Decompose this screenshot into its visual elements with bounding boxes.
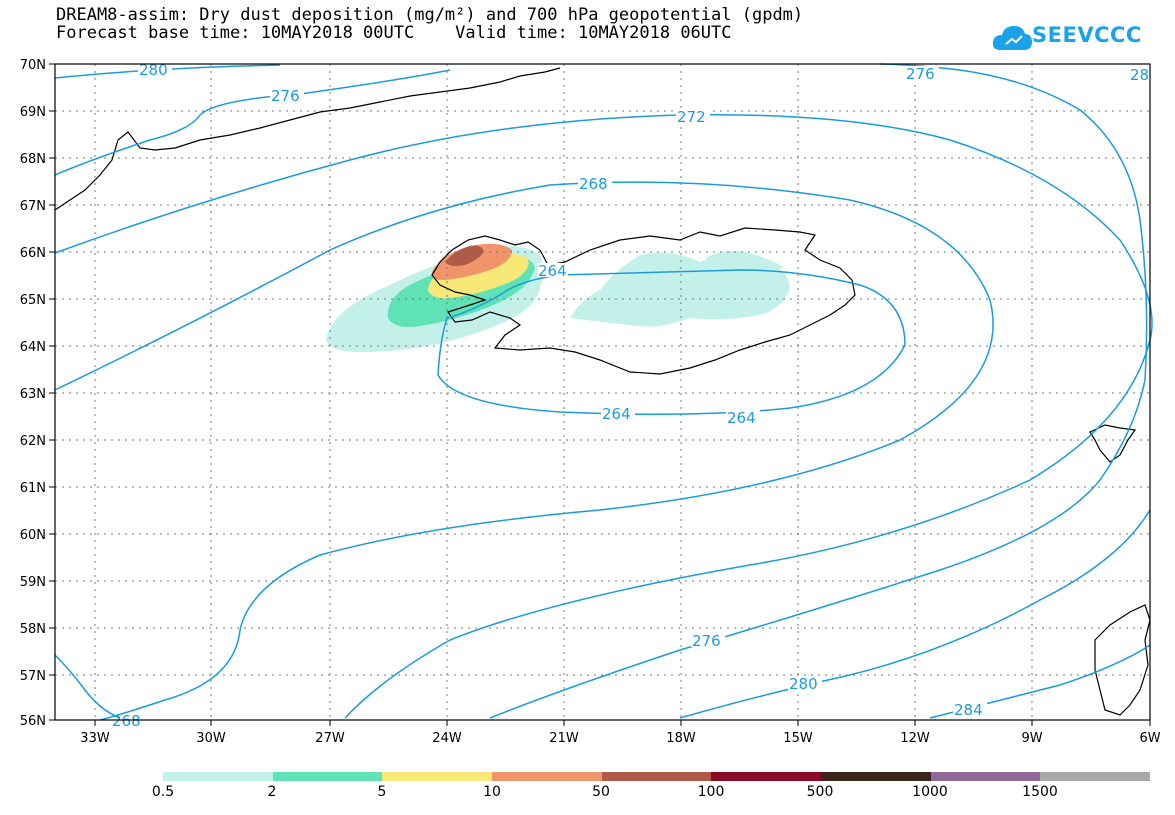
- legend-swatch: [382, 772, 493, 781]
- contour-276-north: [54, 69, 451, 176]
- contour-268: [54, 181, 994, 721]
- ticks: [49, 63, 1151, 726]
- legend-label: 10: [483, 784, 501, 800]
- dust-area-north: [705, 250, 785, 269]
- lat-label: 60N: [20, 528, 46, 543]
- iceland-coast: [431, 227, 856, 375]
- lon-label: 9W: [1021, 731, 1042, 746]
- lat-label: 63N: [20, 387, 46, 402]
- legend-label: 1500: [1022, 784, 1058, 800]
- scotland-coast: [1094, 604, 1151, 716]
- dust-area-east: [570, 252, 790, 327]
- legend-swatch: [163, 772, 273, 781]
- legend-label: 0.5: [151, 784, 175, 800]
- geopotential-contours: [54, 63, 1153, 721]
- lon-label: 27W: [315, 731, 345, 746]
- contour-label: 268: [579, 175, 608, 193]
- graticule: [55, 64, 1150, 720]
- contour-label: 264: [602, 405, 631, 423]
- legend-swatch: [821, 772, 931, 781]
- color-legend: [163, 772, 1151, 781]
- legend-swatch: [711, 772, 822, 781]
- contour-label: 280: [789, 675, 818, 693]
- legend-label: 100: [697, 784, 725, 800]
- lon-label: 30W: [196, 731, 226, 746]
- lat-label: 68N: [20, 152, 46, 167]
- lon-label: 6W: [1139, 731, 1160, 746]
- lon-label: 12W: [900, 731, 930, 746]
- dust-area-max: [445, 245, 484, 266]
- dust-shading: [326, 243, 790, 352]
- legend-swatch: [930, 772, 1041, 781]
- longitude-labels: 33W 30W 27W 24W 21W 18W 15W 12W 9W 6W: [80, 731, 1160, 746]
- legend-label: 5: [377, 784, 387, 800]
- legend-swatch: [1040, 772, 1151, 781]
- contour-label: 284: [954, 701, 983, 719]
- contour-labels: 280 276 276 272 268 264 264 264 276 280 …: [112, 61, 1149, 730]
- legend-label: 2: [267, 784, 277, 800]
- map-frame: [54, 63, 1151, 721]
- lat-label: 61N: [20, 481, 46, 496]
- contour-268-sw: [54, 654, 121, 719]
- coastlines: [54, 67, 1151, 716]
- lon-label: 18W: [666, 731, 696, 746]
- lat-label: 56N: [20, 714, 46, 729]
- lat-label: 64N: [20, 340, 46, 355]
- contour-label: 268: [112, 712, 141, 730]
- lon-label: 24W: [432, 731, 462, 746]
- legend-label: 500: [806, 784, 834, 800]
- legend-label: 50: [592, 784, 610, 800]
- contour-label: 276: [271, 87, 300, 105]
- cloud-icon: [992, 26, 1032, 50]
- contour-272: [54, 113, 1153, 719]
- map-subtitle: Forecast base time: 10MAY2018 00UTC Vali…: [56, 23, 732, 43]
- legend-swatch: [601, 772, 712, 781]
- lat-label: 70N: [20, 58, 46, 73]
- dust-area-peak: [432, 243, 512, 280]
- latitude-labels: 70N 69N 68N 67N 66N 65N 64N 63N 62N 61N …: [20, 58, 46, 729]
- lat-label: 58N: [20, 622, 46, 637]
- greenland-coast: [54, 67, 561, 211]
- legend-labels: 0.5 2 5 10 50 100 500 1000 1500: [0, 784, 1175, 804]
- legend-swatch: [492, 772, 602, 781]
- lon-label: 33W: [80, 731, 110, 746]
- lat-label: 57N: [20, 669, 46, 684]
- contour-label: 276: [906, 65, 935, 83]
- legend-label: 1000: [912, 784, 948, 800]
- contour-label: 272: [677, 108, 706, 126]
- lat-label: 69N: [20, 105, 46, 120]
- lon-label: 15W: [783, 731, 813, 746]
- lat-label: 59N: [20, 575, 46, 590]
- lon-label: 21W: [549, 731, 579, 746]
- map-title: DREAM8-assim: Dry dust deposition (mg/m²…: [56, 5, 804, 25]
- lat-label: 67N: [20, 199, 46, 214]
- contour-label: 276: [692, 632, 721, 650]
- logo-text: SEEVCCC: [1032, 23, 1142, 47]
- lat-label: 62N: [20, 434, 46, 449]
- contour-label: 264: [538, 262, 567, 280]
- faroe-coast: [1089, 424, 1137, 463]
- contour-280-south: [679, 509, 1151, 719]
- contour-label: 28: [1130, 66, 1149, 84]
- legend-swatch: [272, 772, 383, 781]
- contour-276-south: [489, 63, 1148, 719]
- lat-label: 65N: [20, 293, 46, 308]
- contour-label: 264: [727, 409, 756, 427]
- lat-label: 66N: [20, 246, 46, 261]
- contour-label: 280: [139, 61, 168, 79]
